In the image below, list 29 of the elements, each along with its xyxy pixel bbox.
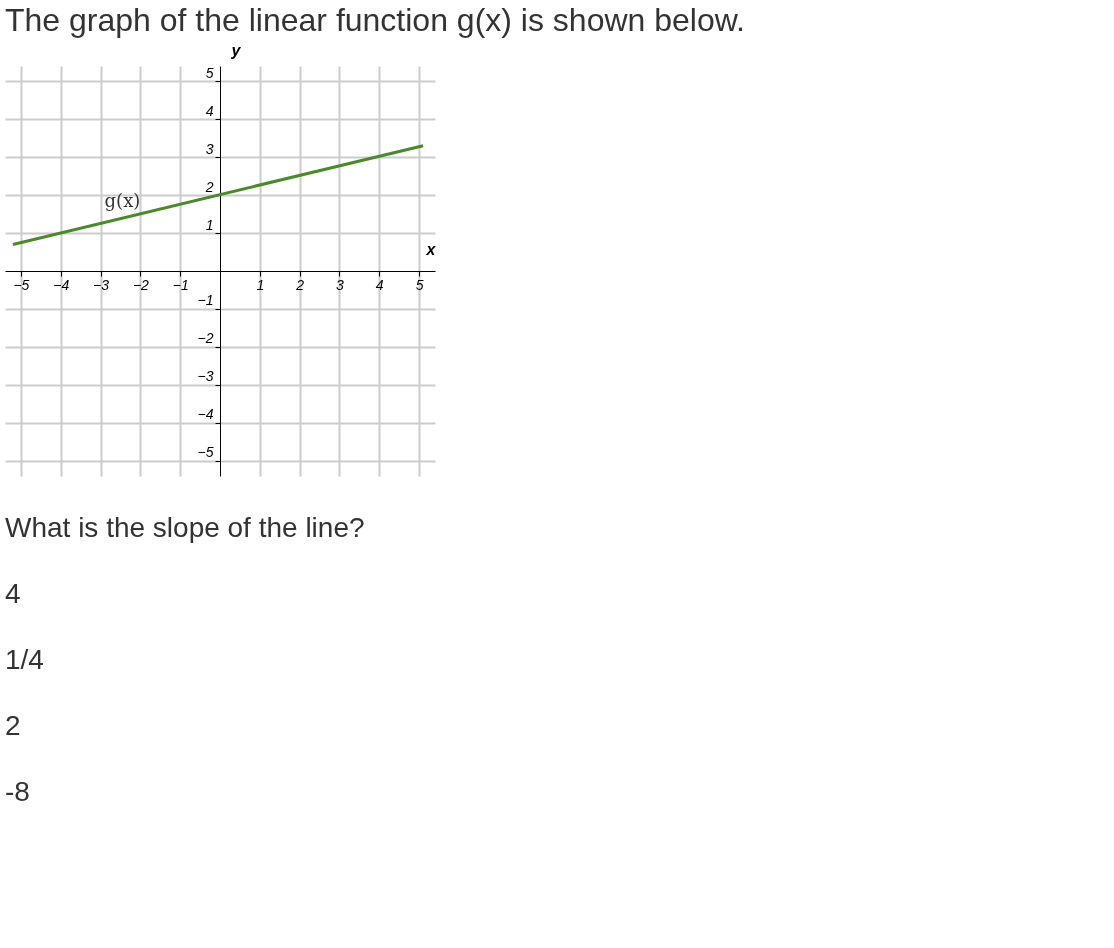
y-tick-label: −2 [197,330,214,347]
text: 4 [5,578,21,609]
x-tick-label: −4 [53,276,70,293]
y-tick-label: 3 [205,140,214,157]
y-tick-label: −5 [197,444,214,461]
series-label: g(x) [104,190,141,212]
x-axis-title: x [425,240,437,258]
y-tick-label: −3 [197,368,214,385]
x-tick-label: −3 [93,276,110,293]
y-tick-label: 5 [205,64,214,81]
x-tick-label: −2 [132,276,150,293]
y-tick-label: 2 [204,178,214,195]
text: 2 [5,710,21,741]
y-tick-label: −4 [197,406,214,423]
y-tick-label: −1 [197,292,214,309]
x-tick-label: 4 [375,276,384,293]
y-axis-title: y [230,41,242,59]
x-tick-label: −1 [172,276,189,293]
x-tick-label: 1 [256,276,265,293]
text: 1/4 [5,644,44,675]
x-tick-label: −5 [13,276,30,293]
x-tick-label: 3 [336,276,345,293]
y-tick-label: 1 [205,216,214,233]
x-tick-label: 2 [295,276,305,293]
text: What is the slope of the line? [5,512,365,543]
x-tick-label: 5 [415,276,424,293]
chart-title: The graph of the linear function g(x) is shown below. [5,2,745,38]
text: -8 [5,776,30,807]
y-tick-label: 4 [205,102,214,119]
